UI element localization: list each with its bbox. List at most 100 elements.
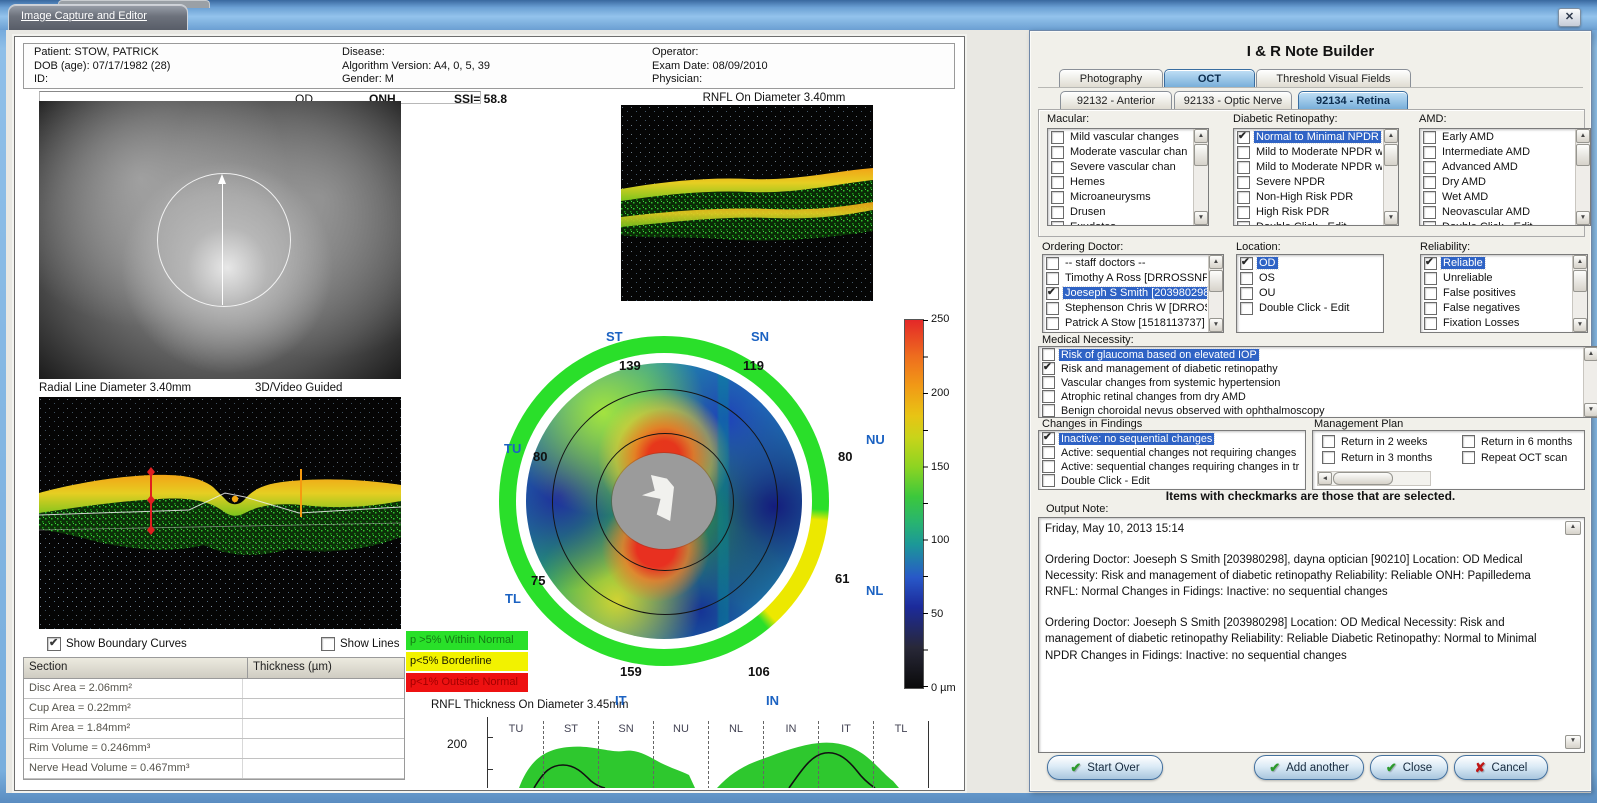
scrollbar[interactable]: ▲ ▼ (1193, 129, 1208, 225)
scroll-up-icon[interactable]: ▲ (1576, 129, 1590, 143)
scroll-down-icon[interactable]: ▼ (1584, 403, 1597, 417)
scrollbar[interactable]: ▲ ▼ (1383, 129, 1398, 225)
list-item[interactable]: Active: sequential changes requiring cha… (1039, 459, 1305, 473)
list-item[interactable]: Drusen (1048, 204, 1194, 219)
checkbox[interactable] (1046, 256, 1059, 270)
subtab-92134-retina[interactable]: 92134 - Retina (1298, 91, 1408, 110)
tab-threshold-visual-fields[interactable]: Threshold Visual Fields (1256, 69, 1411, 88)
subtab-92132-anterior[interactable]: 92132 - Anterior (1060, 91, 1172, 110)
checkbox[interactable] (1237, 175, 1250, 189)
checkbox[interactable] (1237, 205, 1250, 219)
list-item[interactable]: Neovascular AMD (1420, 204, 1576, 219)
list-item[interactable]: OU (1237, 285, 1383, 300)
list-item[interactable]: Double Click - Edit (1420, 219, 1576, 225)
scrollbar[interactable]: ▲ ▼ (1575, 129, 1590, 225)
medical-necessity-list[interactable]: ▲ ▼ Risk of glaucoma based on elevated IO… (1038, 346, 1597, 418)
list-item[interactable]: OD (1237, 255, 1383, 270)
fundus-image[interactable] (39, 101, 401, 379)
list-item[interactable]: Return in 3 months (1319, 450, 1459, 464)
checkbox[interactable] (1042, 404, 1055, 417)
checkbox[interactable] (1042, 460, 1055, 473)
checkbox[interactable] (1423, 190, 1436, 204)
list-item[interactable]: Normal to Minimal NPDR (1234, 129, 1384, 144)
list-item[interactable]: -- staff doctors -- (1043, 255, 1209, 270)
scroll-thumb[interactable] (1333, 472, 1393, 485)
scroll-thumb[interactable] (1209, 270, 1223, 292)
list-item[interactable]: Non-High Risk PDR (1234, 189, 1384, 204)
cancel-button[interactable]: ✘ Cancel (1454, 755, 1548, 780)
list-item[interactable]: Advanced AMD (1420, 159, 1576, 174)
amd-list[interactable]: ▲ ▼ Early AMD Intermediate AMD Advanced AMD… (1419, 128, 1591, 226)
output-note-box[interactable]: Friday, May 10, 2013 15:14 Ordering Docto… (1038, 517, 1585, 753)
list-item[interactable]: Joeseph S Smith [203980298] (1043, 285, 1209, 300)
list-item[interactable]: Double Click - Edit (1237, 300, 1383, 315)
checkbox[interactable] (1237, 145, 1250, 159)
list-item[interactable]: High Risk PDR (1234, 204, 1384, 219)
list-item[interactable]: False negatives (1421, 300, 1573, 315)
checkbox[interactable] (1046, 301, 1059, 315)
checkbox[interactable] (1042, 431, 1055, 445)
macular-list[interactable]: ▲ ▼ Mild vascular changes Moderate vascula… (1047, 128, 1209, 226)
checkbox[interactable] (1237, 220, 1250, 225)
list-item[interactable]: Intermediate AMD (1420, 144, 1576, 159)
scroll-track[interactable] (1194, 167, 1208, 211)
checkbox[interactable] (1424, 271, 1437, 285)
checkbox[interactable] (1423, 130, 1436, 144)
rnfl-polar-map[interactable] (499, 336, 829, 666)
checkbox[interactable] (1240, 286, 1253, 300)
checkbox[interactable] (1424, 316, 1437, 330)
list-item[interactable]: Inactive: no sequential changes (1039, 431, 1305, 445)
list-item[interactable]: Risk and management of diabetic retinopa… (1039, 361, 1584, 375)
tab-oct[interactable]: OCT (1164, 69, 1255, 88)
list-item[interactable]: Mild to Moderate NPDR with (1234, 159, 1384, 174)
scroll-thumb[interactable] (1384, 144, 1398, 166)
scroll-track[interactable] (1384, 167, 1398, 211)
checkbox[interactable] (1051, 175, 1064, 189)
list-item[interactable]: Timothy A Ross [DRROSSNPI] (1043, 270, 1209, 285)
checkbox[interactable] (1322, 451, 1335, 464)
checkbox[interactable] (1237, 130, 1250, 144)
scroll-track[interactable] (1584, 361, 1597, 403)
table-row[interactable]: Disc Area = 2.06mm² (24, 679, 404, 699)
scroll-left-icon[interactable]: ◄ (1318, 472, 1332, 485)
checkbox[interactable] (1462, 451, 1475, 464)
list-item[interactable]: Patrick A Stow [1518113737] (1043, 315, 1209, 330)
list-item[interactable]: Risk of glaucoma based on elevated IOP (1039, 347, 1584, 361)
list-item[interactable]: Benign choroidal nevus observed with oph… (1039, 403, 1584, 417)
checkbox[interactable] (1240, 301, 1253, 315)
checkbox[interactable] (1237, 190, 1250, 204)
checkbox[interactable] (1424, 286, 1437, 300)
changes-in-findings-list[interactable]: Inactive: no sequential changes Active: s… (1038, 430, 1306, 490)
list-item[interactable]: Hemes (1048, 174, 1194, 189)
checkbox[interactable] (1462, 435, 1475, 448)
checkbox[interactable] (1042, 390, 1055, 403)
list-item[interactable]: Stephenson Chris W [DRROSS (1043, 300, 1209, 315)
window-title-tab[interactable]: Image Capture and Editor (8, 4, 188, 30)
checkbox[interactable] (1051, 205, 1064, 219)
list-item[interactable]: Vascular changes from systemic hypertens… (1039, 375, 1584, 389)
list-item[interactable]: Wet AMD (1420, 189, 1576, 204)
show-lines-checkbox[interactable] (321, 637, 335, 651)
close-icon[interactable]: ✕ (1558, 8, 1581, 27)
scroll-up-icon[interactable]: ▲ (1584, 347, 1597, 361)
scroll-thumb[interactable] (1576, 144, 1590, 166)
list-item[interactable]: Double Click - Edit (1234, 219, 1384, 225)
checkbox[interactable] (1240, 271, 1253, 285)
checkbox[interactable] (1046, 286, 1059, 300)
radial-bscan-image[interactable] (39, 397, 401, 629)
checkbox[interactable] (1051, 145, 1064, 159)
list-item[interactable]: Return in 6 months (1459, 434, 1589, 448)
scroll-down-icon[interactable]: ▼ (1565, 735, 1581, 749)
list-item[interactable]: Severe vascular chan (1048, 159, 1194, 174)
location-list[interactable]: OD OS OU Double Click - Edit (1236, 254, 1384, 333)
table-row[interactable]: Nerve Head Volume = 0.467mm³ (24, 759, 404, 779)
show-lines-option[interactable]: Show Lines (321, 637, 399, 651)
checkbox[interactable] (1051, 160, 1064, 174)
list-item[interactable]: False positives (1421, 285, 1573, 300)
list-item[interactable]: Reliable (1421, 255, 1573, 270)
scroll-down-icon[interactable]: ▼ (1194, 211, 1208, 225)
scroll-track[interactable] (1209, 293, 1223, 318)
scroll-down-icon[interactable]: ▼ (1209, 318, 1223, 332)
rnfl-thickness-chart[interactable] (489, 731, 929, 788)
checkbox[interactable] (1423, 145, 1436, 159)
